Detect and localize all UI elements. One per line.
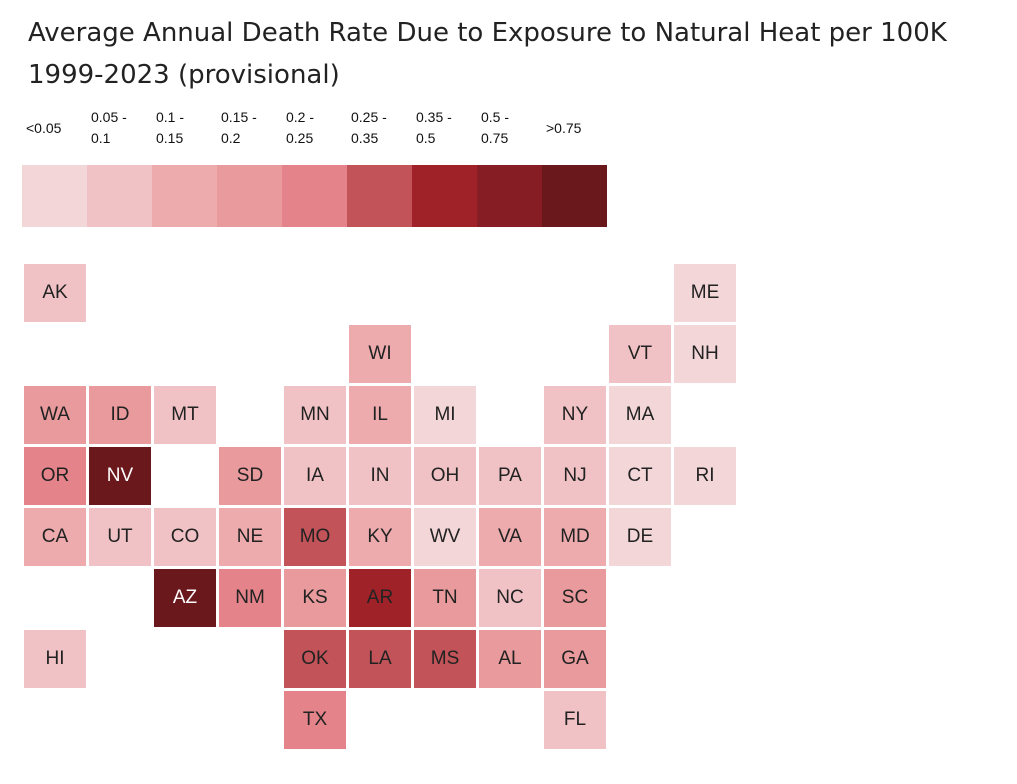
legend-label: 0.5 - 0.75 — [481, 109, 510, 146]
state-tile-in: IN — [349, 447, 411, 505]
state-tile-id: ID — [89, 386, 151, 444]
state-tile-or: OR — [24, 447, 86, 505]
legend-label: 0.35 - 0.5 — [416, 109, 452, 146]
state-tile-md: MD — [544, 508, 606, 566]
state-tile-ar: AR — [349, 569, 411, 627]
legend-swatch — [347, 165, 412, 227]
state-tile-wa: WA — [24, 386, 86, 444]
state-tile-wv: WV — [414, 508, 476, 566]
legend-swatch — [22, 165, 87, 227]
state-tile-vt: VT — [609, 325, 671, 383]
legend-swatch — [217, 165, 282, 227]
state-tile-ri: RI — [674, 447, 736, 505]
state-tile-co: CO — [154, 508, 216, 566]
state-tile-ky: KY — [349, 508, 411, 566]
state-tile-ut: UT — [89, 508, 151, 566]
legend-swatch — [282, 165, 347, 227]
state-tile-ne: NE — [219, 508, 281, 566]
state-tile-fl: FL — [544, 691, 606, 749]
state-tile-az: AZ — [154, 569, 216, 627]
chart-title-line2: 1999-2023 (provisional) — [28, 60, 340, 90]
state-tile-sc: SC — [544, 569, 606, 627]
state-tile-ia: IA — [284, 447, 346, 505]
state-tile-mi: MI — [414, 386, 476, 444]
state-tile-mn: MN — [284, 386, 346, 444]
legend-swatch — [412, 165, 477, 227]
state-tile-nh: NH — [674, 325, 736, 383]
state-tile-al: AL — [479, 630, 541, 688]
legend-label: 0.1 - 0.15 — [156, 109, 185, 146]
legend-label: 0.15 - 0.2 — [221, 109, 257, 146]
legend-swatch — [87, 165, 152, 227]
state-tile-la: LA — [349, 630, 411, 688]
chart-title-line1: Average Annual Death Rate Due to Exposur… — [28, 18, 947, 48]
state-tile-ks: KS — [284, 569, 346, 627]
state-tile-sd: SD — [219, 447, 281, 505]
state-tile-hi: HI — [24, 630, 86, 688]
legend-swatch — [152, 165, 217, 227]
legend-label: >0.75 — [546, 120, 582, 136]
state-tile-ms: MS — [414, 630, 476, 688]
state-tile-ny: NY — [544, 386, 606, 444]
legend-label: 0.2 - 0.25 — [286, 109, 315, 146]
legend-label: <0.05 — [26, 120, 62, 136]
state-tile-ga: GA — [544, 630, 606, 688]
state-tile-ak: AK — [24, 264, 86, 322]
state-tile-va: VA — [479, 508, 541, 566]
state-tile-oh: OH — [414, 447, 476, 505]
chart-title: Average Annual Death Rate Due to Exposur… — [28, 12, 1008, 96]
state-tile-mo: MO — [284, 508, 346, 566]
state-tile-de: DE — [609, 508, 671, 566]
state-tile-il: IL — [349, 386, 411, 444]
state-tile-nc: NC — [479, 569, 541, 627]
state-tile-tx: TX — [284, 691, 346, 749]
state-tile-me: ME — [674, 264, 736, 322]
state-tile-nv: NV — [89, 447, 151, 505]
state-tile-pa: PA — [479, 447, 541, 505]
legend-swatch — [542, 165, 607, 227]
legend-label: 0.05 - 0.1 — [91, 109, 127, 146]
state-tile-nm: NM — [219, 569, 281, 627]
state-tile-ct: CT — [609, 447, 671, 505]
state-tile-ok: OK — [284, 630, 346, 688]
state-tile-tn: TN — [414, 569, 476, 627]
legend-label: 0.25 - 0.35 — [351, 109, 387, 146]
state-tile-ca: CA — [24, 508, 86, 566]
state-tile-wi: WI — [349, 325, 411, 383]
state-tile-ma: MA — [609, 386, 671, 444]
state-tile-nj: NJ — [544, 447, 606, 505]
legend-swatch — [477, 165, 542, 227]
state-tile-mt: MT — [154, 386, 216, 444]
